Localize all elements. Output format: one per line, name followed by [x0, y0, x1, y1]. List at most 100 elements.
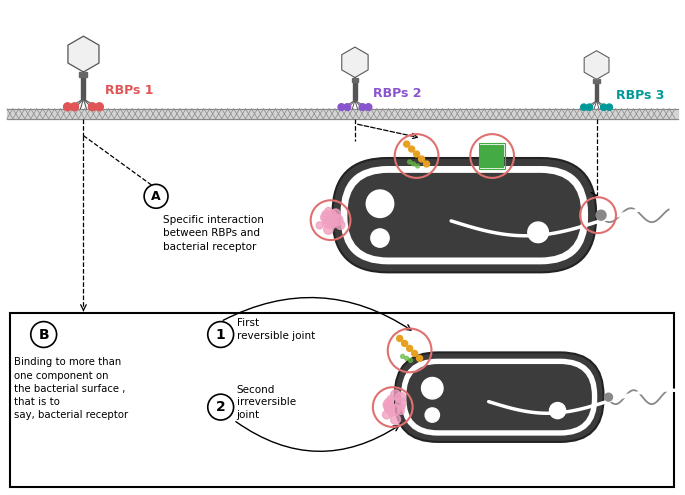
- Bar: [479, 143, 505, 169]
- Circle shape: [390, 390, 401, 399]
- Circle shape: [605, 393, 612, 401]
- Circle shape: [338, 104, 345, 110]
- Polygon shape: [584, 50, 609, 79]
- Circle shape: [321, 213, 329, 222]
- Circle shape: [390, 414, 401, 424]
- Circle shape: [344, 104, 351, 110]
- Text: B: B: [38, 328, 49, 342]
- Circle shape: [586, 104, 593, 110]
- Circle shape: [412, 162, 416, 166]
- Circle shape: [421, 378, 443, 399]
- Circle shape: [528, 222, 549, 243]
- Circle shape: [325, 207, 332, 214]
- Circle shape: [144, 184, 168, 208]
- Circle shape: [412, 350, 418, 356]
- Circle shape: [395, 392, 406, 402]
- Bar: [351, 78, 358, 82]
- Text: First
reversible joint: First reversible joint: [236, 318, 315, 341]
- Text: 2: 2: [216, 400, 225, 414]
- Text: Binding to more than
one component on
the bacterial surface ,
that is to
say, ba: Binding to more than one component on th…: [14, 357, 128, 420]
- Circle shape: [64, 103, 71, 111]
- Bar: [480, 145, 483, 167]
- Bar: [500, 145, 503, 167]
- Circle shape: [408, 160, 412, 164]
- Circle shape: [401, 341, 408, 346]
- Circle shape: [324, 225, 333, 234]
- Circle shape: [399, 404, 405, 410]
- Bar: [593, 79, 600, 83]
- Circle shape: [596, 210, 606, 220]
- Circle shape: [401, 354, 405, 358]
- Circle shape: [397, 336, 403, 342]
- FancyBboxPatch shape: [401, 359, 597, 436]
- Circle shape: [385, 405, 393, 413]
- Bar: [10, 313, 674, 487]
- Circle shape: [371, 229, 389, 247]
- Bar: [484, 145, 487, 167]
- Circle shape: [322, 210, 329, 218]
- Text: RBPs 2: RBPs 2: [373, 87, 421, 100]
- Text: RBPs 1: RBPs 1: [105, 84, 154, 97]
- Circle shape: [423, 161, 429, 167]
- Circle shape: [419, 156, 425, 162]
- Text: RBPs 3: RBPs 3: [616, 89, 665, 102]
- Bar: [595, 83, 598, 101]
- Bar: [496, 145, 499, 167]
- Circle shape: [323, 217, 334, 228]
- Circle shape: [322, 217, 329, 224]
- Circle shape: [331, 209, 340, 219]
- FancyBboxPatch shape: [395, 352, 603, 442]
- Circle shape: [403, 141, 410, 147]
- Bar: [492, 145, 495, 167]
- Circle shape: [31, 322, 57, 347]
- Circle shape: [414, 151, 420, 157]
- FancyBboxPatch shape: [332, 158, 596, 272]
- Circle shape: [397, 407, 404, 414]
- Bar: [82, 77, 86, 99]
- Bar: [488, 145, 491, 167]
- Circle shape: [328, 210, 336, 218]
- Circle shape: [581, 104, 587, 110]
- Circle shape: [366, 190, 394, 217]
- Circle shape: [549, 402, 566, 419]
- Circle shape: [332, 215, 343, 226]
- Polygon shape: [342, 47, 368, 78]
- Circle shape: [382, 411, 390, 419]
- Text: 1: 1: [216, 328, 225, 342]
- Circle shape: [385, 398, 393, 406]
- Circle shape: [331, 214, 340, 222]
- Circle shape: [388, 396, 395, 402]
- Circle shape: [390, 404, 400, 415]
- FancyBboxPatch shape: [347, 173, 581, 257]
- FancyBboxPatch shape: [340, 166, 588, 264]
- Circle shape: [71, 103, 79, 111]
- Circle shape: [316, 222, 323, 229]
- Circle shape: [416, 355, 423, 361]
- Circle shape: [388, 410, 395, 416]
- Circle shape: [606, 104, 612, 110]
- Circle shape: [409, 146, 414, 152]
- Text: A: A: [151, 190, 161, 203]
- Circle shape: [330, 220, 337, 227]
- FancyBboxPatch shape: [406, 364, 592, 430]
- Text: Specific interaction
between RBPs and
bacterial receptor: Specific interaction between RBPs and ba…: [163, 215, 264, 251]
- Circle shape: [208, 322, 234, 347]
- Circle shape: [326, 219, 336, 229]
- Circle shape: [384, 402, 395, 412]
- Circle shape: [407, 346, 412, 351]
- Circle shape: [365, 104, 372, 110]
- Circle shape: [601, 104, 607, 110]
- Circle shape: [95, 103, 103, 111]
- Bar: [79, 72, 88, 77]
- Circle shape: [208, 394, 234, 420]
- Circle shape: [409, 358, 412, 362]
- Circle shape: [395, 398, 406, 408]
- Circle shape: [425, 408, 440, 422]
- Circle shape: [359, 104, 366, 110]
- Circle shape: [88, 103, 97, 111]
- Polygon shape: [68, 36, 99, 72]
- Text: Second
irreversible
joint: Second irreversible joint: [236, 385, 296, 420]
- Bar: [353, 82, 357, 100]
- Circle shape: [336, 220, 345, 229]
- Circle shape: [416, 164, 420, 168]
